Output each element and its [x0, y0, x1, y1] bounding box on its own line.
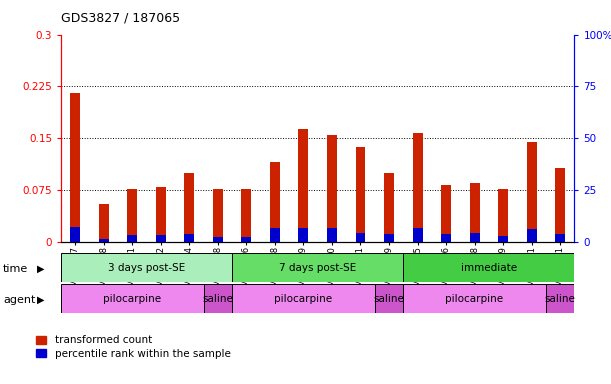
- Bar: [384, 233, 394, 242]
- Text: time: time: [3, 264, 28, 274]
- Bar: [61, 284, 203, 313]
- Text: ▶: ▶: [37, 264, 44, 274]
- Bar: [99, 204, 109, 242]
- Text: 3 days post-SE: 3 days post-SE: [108, 263, 185, 273]
- Bar: [327, 228, 337, 242]
- Bar: [403, 253, 574, 282]
- Bar: [498, 189, 508, 242]
- Bar: [356, 147, 365, 242]
- Bar: [232, 284, 375, 313]
- Bar: [441, 234, 451, 242]
- Text: pilocarpine: pilocarpine: [274, 293, 332, 304]
- Bar: [555, 168, 565, 242]
- Bar: [127, 235, 137, 242]
- Bar: [441, 185, 451, 242]
- Text: saline: saline: [202, 293, 233, 304]
- Bar: [270, 162, 280, 242]
- Text: GDS3827 / 187065: GDS3827 / 187065: [61, 12, 180, 25]
- Bar: [61, 253, 232, 282]
- Bar: [412, 228, 422, 242]
- Bar: [298, 228, 309, 242]
- Text: pilocarpine: pilocarpine: [103, 293, 161, 304]
- Bar: [403, 284, 546, 313]
- Bar: [469, 183, 480, 242]
- Text: 7 days post-SE: 7 days post-SE: [279, 263, 356, 273]
- Bar: [384, 173, 394, 242]
- Text: pilocarpine: pilocarpine: [445, 293, 503, 304]
- Text: agent: agent: [3, 295, 35, 305]
- Bar: [527, 142, 536, 242]
- Bar: [70, 93, 81, 242]
- Bar: [127, 189, 137, 242]
- Bar: [375, 284, 403, 313]
- Bar: [546, 284, 574, 313]
- Bar: [298, 129, 309, 242]
- Bar: [327, 136, 337, 242]
- Text: ▶: ▶: [37, 295, 44, 305]
- Bar: [412, 133, 422, 242]
- Bar: [469, 233, 480, 242]
- Bar: [498, 236, 508, 242]
- Bar: [185, 234, 194, 242]
- Bar: [527, 230, 536, 242]
- Bar: [555, 233, 565, 242]
- Bar: [99, 239, 109, 242]
- Bar: [185, 173, 194, 242]
- Bar: [156, 235, 166, 242]
- Bar: [213, 237, 223, 242]
- Legend: transformed count, percentile rank within the sample: transformed count, percentile rank withi…: [36, 336, 230, 359]
- Bar: [203, 284, 232, 313]
- Bar: [70, 227, 81, 242]
- Text: saline: saline: [373, 293, 404, 304]
- Bar: [156, 187, 166, 242]
- Bar: [356, 233, 365, 242]
- Text: saline: saline: [544, 293, 576, 304]
- Text: immediate: immediate: [461, 263, 517, 273]
- Bar: [241, 189, 251, 242]
- Bar: [232, 253, 403, 282]
- Bar: [270, 228, 280, 242]
- Bar: [241, 237, 251, 242]
- Bar: [213, 189, 223, 242]
